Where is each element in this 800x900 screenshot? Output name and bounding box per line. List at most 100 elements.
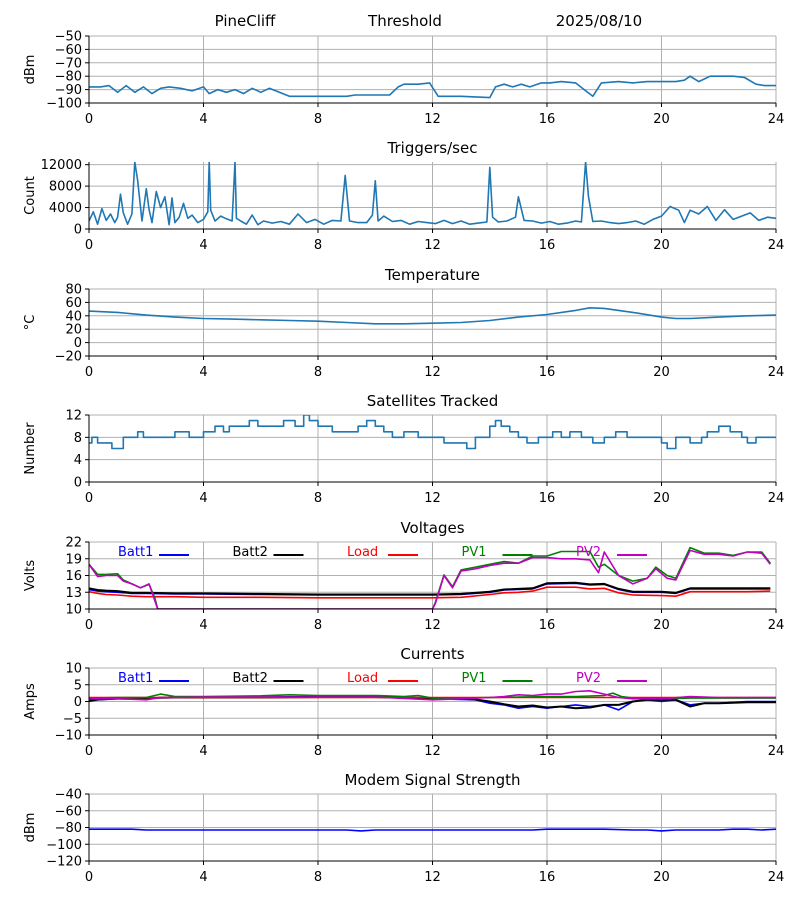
x-tick-label: 4: [199, 112, 207, 127]
plot-area-currents: [89, 689, 776, 711]
mode-label: Threshold: [367, 12, 442, 30]
x-tick-label: 0: [85, 870, 93, 885]
plot-area-satellites: [89, 415, 776, 450]
panel-title: Temperature: [384, 266, 480, 284]
x-tick-label: 8: [314, 618, 322, 633]
x-tick-label: 24: [768, 744, 785, 759]
y-axis-label: °C: [23, 315, 38, 331]
plot-area-modem: [89, 828, 776, 832]
y-tick-label: 80: [65, 283, 82, 298]
panel-signal: −100−90−80−70−60−50 0 4 8 12 16 20 24 dBm: [23, 30, 784, 128]
y-tick-label: −50: [55, 30, 82, 45]
station-name: PineCliff: [215, 12, 276, 30]
series-line-satellites-0: [89, 415, 776, 450]
x-tick-label: 4: [199, 491, 207, 506]
series-line-triggers-0: [89, 162, 776, 226]
y-tick-label: 8000: [49, 180, 82, 195]
panel-satellites: 0 4 8 12 0 4 8 12 16 20 24 Number Satellites Tracked: [23, 392, 784, 506]
y-axis-label: Amps: [23, 683, 38, 720]
y-tick-label: 60: [65, 296, 82, 311]
x-tick-label: 0: [85, 618, 93, 633]
x-tick-label: 4: [199, 238, 207, 253]
x-tick-label: 8: [314, 365, 322, 380]
date-label: 2025/08/10: [556, 12, 642, 30]
x-tick-label: 16: [539, 112, 556, 127]
panel-title: Voltages: [400, 519, 464, 537]
x-tick-label: 8: [314, 744, 322, 759]
x-tick-label: 20: [653, 112, 670, 127]
series-line-pv2: [89, 689, 776, 701]
y-tick-label: 22: [65, 536, 82, 551]
y-axis-label: dBm: [23, 55, 38, 85]
legend-label-pv1: PV1: [462, 671, 487, 686]
legend-label-batt1: Batt1: [118, 545, 153, 560]
x-tick-label: 20: [653, 870, 670, 885]
panel-title: Modem Signal Strength: [345, 771, 521, 789]
x-tick-label: 20: [653, 238, 670, 253]
y-tick-label: −60: [55, 43, 82, 58]
series-line-temperature-0: [89, 306, 776, 325]
y-tick-label: 40: [65, 309, 82, 324]
x-tick-label: 8: [314, 238, 322, 253]
x-tick-label: 16: [539, 491, 556, 506]
legend-label-load: Load: [347, 545, 378, 560]
x-tick-label: 4: [199, 744, 207, 759]
y-tick-label: 12: [65, 409, 82, 424]
series-line-signal-0: [89, 75, 776, 99]
x-tick-label: 24: [768, 112, 785, 127]
y-tick-label: −120: [46, 855, 82, 870]
x-tick-label: 24: [768, 491, 785, 506]
x-tick-label: 0: [85, 365, 93, 380]
x-tick-label: 12: [424, 365, 441, 380]
y-tick-label: −90: [55, 83, 82, 98]
x-tick-label: 4: [199, 618, 207, 633]
panel-modem: −120 −100 −80 −60−40 0 4 8 12 16 20 24 dBm Modem Sig…: [23, 771, 784, 885]
y-tick-label: 4: [74, 453, 82, 468]
series-line-batt2: [89, 581, 771, 596]
panel-title: Satellites Tracked: [367, 392, 498, 410]
y-tick-label: 12000: [41, 158, 82, 173]
plot-area-signal: [89, 75, 776, 99]
x-tick-label: 20: [653, 744, 670, 759]
x-tick-label: 12: [424, 238, 441, 253]
y-tick-label: 0: [74, 476, 82, 491]
x-tick-label: 20: [653, 491, 670, 506]
x-tick-label: 0: [85, 744, 93, 759]
plot-area-temperature: [89, 306, 776, 325]
plot-area-voltages: [89, 546, 771, 609]
y-axis-label: dBm: [23, 813, 38, 843]
legend-label-batt2: Batt2: [233, 545, 268, 560]
y-axis-label: Volts: [23, 560, 38, 592]
x-tick-label: 24: [768, 618, 785, 633]
y-tick-label: −40: [55, 788, 82, 803]
chart-panels: −100−90−80−70−60−500 4 8 12 16 20 24dBm0400080…: [23, 30, 784, 886]
y-tick-label: −10: [55, 729, 82, 744]
y-tick-label: −80: [55, 821, 82, 836]
x-tick-label: 16: [539, 618, 556, 633]
x-tick-label: 12: [424, 491, 441, 506]
x-tick-label: 8: [314, 870, 322, 885]
y-tick-label: 8: [74, 431, 82, 446]
y-tick-label: 10: [65, 603, 82, 618]
x-tick-label: 12: [424, 112, 441, 127]
x-tick-label: 12: [424, 744, 441, 759]
x-tick-label: 16: [539, 744, 556, 759]
panel-currents: −10 −5 0 510 0 4 8 12 16 20 24 Amps Currents Batt1 Bat…: [23, 645, 784, 759]
y-tick-label: −100: [46, 838, 82, 853]
y-tick-label: 5: [74, 678, 82, 693]
y-tick-label: −100: [46, 97, 82, 112]
x-tick-label: 4: [199, 870, 207, 885]
x-tick-label: 16: [539, 870, 556, 885]
series-line-pv2: [89, 549, 771, 609]
x-tick-label: 12: [424, 618, 441, 633]
y-tick-label: 20: [65, 323, 82, 338]
x-tick-label: 4: [199, 365, 207, 380]
x-tick-label: 24: [768, 365, 785, 380]
y-tick-label: −5: [63, 712, 82, 727]
y-tick-label: 10: [65, 662, 82, 677]
y-tick-label: 4000: [49, 201, 82, 216]
x-tick-label: 8: [314, 112, 322, 127]
